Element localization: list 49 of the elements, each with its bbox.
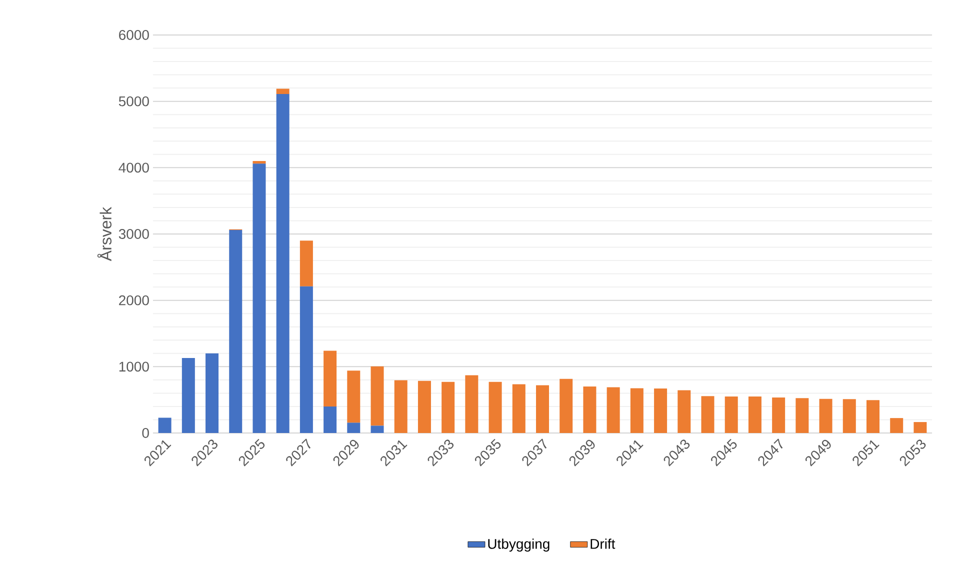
bar bbox=[748, 396, 762, 433]
y-tick-label: 5000 bbox=[118, 96, 149, 106]
bar bbox=[206, 353, 219, 433]
y-tick-label: 2000 bbox=[119, 295, 149, 306]
y-tick-label: 4000 bbox=[118, 162, 149, 173]
bar bbox=[182, 358, 195, 433]
bar bbox=[866, 400, 880, 433]
bar bbox=[252, 161, 266, 164]
y-tick-label: 3000 bbox=[118, 229, 149, 239]
bar bbox=[465, 375, 478, 433]
bar bbox=[370, 426, 384, 433]
bar bbox=[842, 399, 856, 433]
bar bbox=[229, 230, 242, 433]
bar bbox=[914, 422, 927, 433]
y-tick-label: 6000 bbox=[119, 30, 149, 40]
bar bbox=[300, 286, 313, 433]
bar bbox=[678, 390, 691, 433]
bar bbox=[158, 418, 172, 433]
bar bbox=[724, 396, 738, 433]
bar bbox=[488, 382, 502, 433]
y-tick-label: 1000 bbox=[119, 362, 149, 372]
bar bbox=[442, 382, 455, 433]
bar bbox=[819, 398, 832, 433]
bar bbox=[654, 388, 668, 433]
bar bbox=[324, 350, 337, 406]
bar bbox=[276, 88, 290, 94]
bar bbox=[418, 380, 431, 433]
bar bbox=[701, 396, 714, 433]
bar bbox=[606, 387, 620, 433]
legend-label: Utbygging bbox=[488, 538, 550, 552]
bar bbox=[796, 398, 809, 433]
bar bbox=[583, 386, 596, 433]
bar bbox=[512, 384, 526, 433]
bar bbox=[276, 94, 290, 433]
y-axis-title: Årsverk bbox=[97, 206, 112, 262]
bar bbox=[370, 366, 384, 426]
bar bbox=[252, 164, 266, 433]
bar bbox=[630, 388, 644, 433]
bar bbox=[324, 406, 337, 433]
bar bbox=[394, 380, 408, 433]
y-tick-label: 0 bbox=[142, 428, 149, 438]
bar bbox=[300, 240, 313, 286]
bar bbox=[347, 370, 360, 423]
bar bbox=[890, 418, 904, 433]
bar bbox=[536, 385, 550, 433]
bar bbox=[772, 397, 786, 433]
bar bbox=[560, 378, 573, 433]
legend-label: Drift bbox=[590, 538, 616, 549]
bar bbox=[347, 422, 360, 433]
